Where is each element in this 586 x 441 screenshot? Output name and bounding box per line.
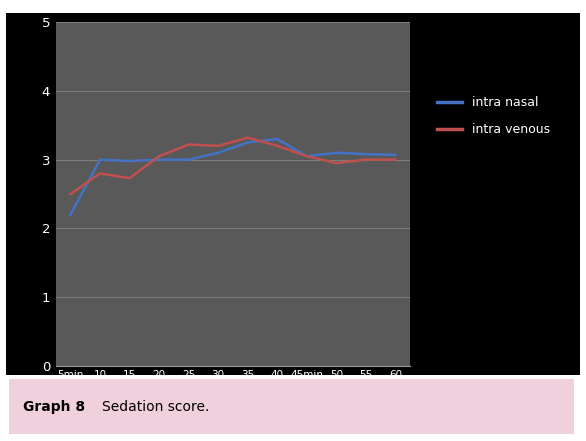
Text: Sedation score.: Sedation score. (102, 400, 209, 414)
Text: Graph 8: Graph 8 (23, 400, 85, 414)
Legend: intra nasal, intra venous: intra nasal, intra venous (431, 90, 556, 142)
